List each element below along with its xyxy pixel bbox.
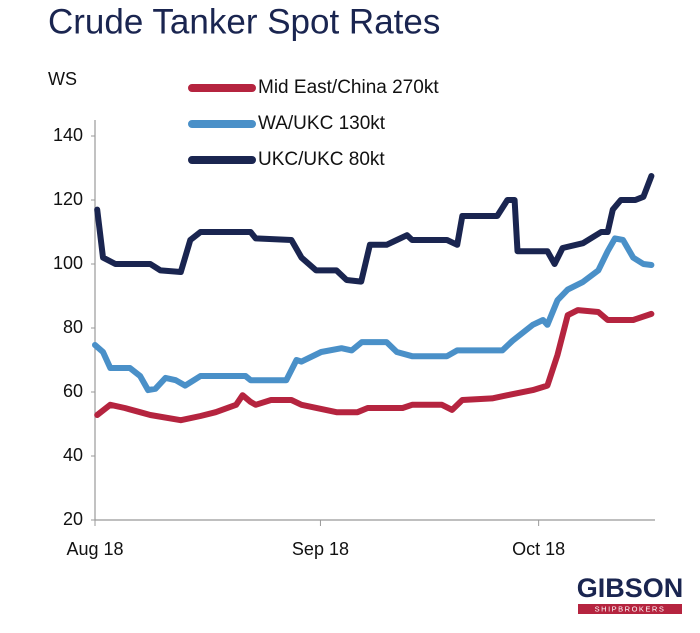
y-tick-label: 60 (63, 381, 83, 401)
x-tick-label: Oct 18 (512, 539, 565, 559)
logo-name: GIBSON (577, 573, 684, 603)
legend-label: Mid East/China 270kt (258, 77, 439, 98)
legend-label: WA/UKC 130kt (258, 113, 386, 134)
y-tick-label: 40 (63, 445, 83, 465)
y-tick-label: 100 (53, 253, 83, 273)
y-tick-label: 20 (63, 509, 83, 529)
x-tick-label: Sep 18 (292, 539, 349, 559)
y-tick-label: 120 (53, 189, 83, 209)
y-tick-label: 80 (63, 317, 83, 337)
y-tick-label: 140 (53, 125, 83, 145)
series-line (94, 173, 655, 285)
series-line (94, 307, 655, 424)
legend-label: UKC/UKC 80kt (258, 149, 385, 170)
x-tick-label: Aug 18 (66, 539, 123, 559)
logo-tagline: SHIPBROKERS (595, 604, 666, 613)
y-axis-label: WS (48, 69, 77, 89)
chart-title: Crude Tanker Spot Rates (48, 2, 440, 41)
logo-bar (578, 604, 682, 614)
series-line (92, 235, 655, 394)
